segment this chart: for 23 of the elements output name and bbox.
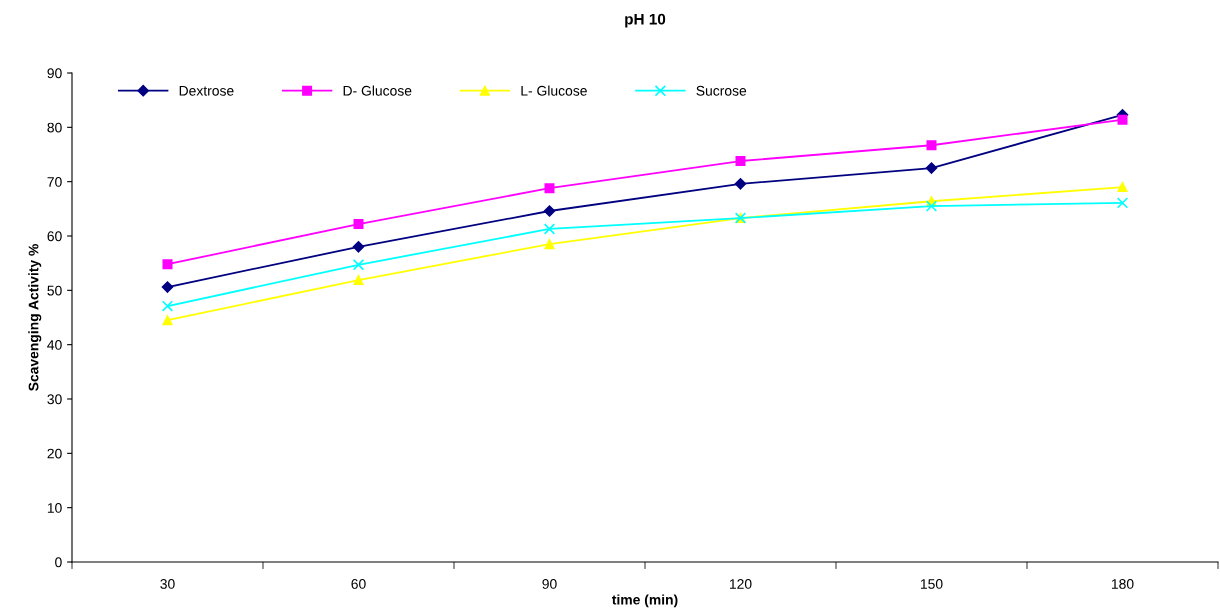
y-axis-title: Scavenging Activity % bbox=[28, 244, 42, 391]
y-tick-label: 20 bbox=[47, 448, 62, 459]
y-tick-label: 10 bbox=[47, 503, 62, 513]
x-axis-title: time (min) bbox=[611, 594, 678, 608]
x-tick-label: 30 bbox=[160, 579, 175, 589]
x-tick-label: 180 bbox=[1111, 579, 1134, 589]
x-tick-label: 90 bbox=[542, 579, 557, 589]
y-tick-label: 50 bbox=[47, 285, 62, 296]
y-tick-label: 90 bbox=[47, 68, 62, 79]
y-tick-label: 70 bbox=[47, 177, 62, 187]
x-tick-label: 60 bbox=[351, 579, 366, 589]
legend-label: D- Glucose bbox=[343, 85, 412, 96]
y-tick-label: 0 bbox=[55, 557, 62, 568]
x-tick-label: 120 bbox=[729, 579, 752, 589]
legend-label: L- Glucose bbox=[521, 85, 587, 96]
chart-title: pH 10 bbox=[625, 13, 666, 28]
y-tick-label: 30 bbox=[47, 394, 62, 405]
legend-label: Dextrose bbox=[179, 86, 234, 96]
x-tick-label: 150 bbox=[920, 579, 943, 589]
y-tick-label: 40 bbox=[47, 340, 62, 350]
y-tick-label: 60 bbox=[47, 231, 62, 242]
legend-label: Sucrose bbox=[696, 85, 747, 96]
y-tick-label: 80 bbox=[47, 122, 62, 133]
